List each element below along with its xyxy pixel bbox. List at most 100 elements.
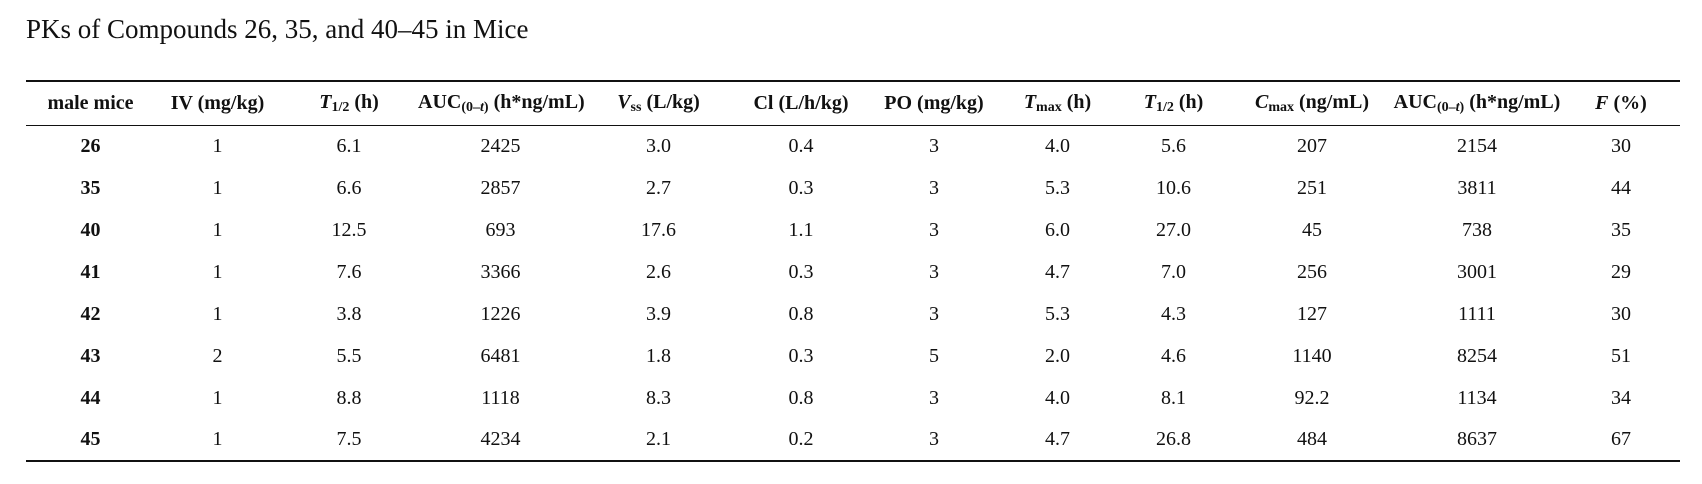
value-cell: 8637 [1457,428,1497,450]
value-cell: 3.0 [646,134,671,157]
value-cell: 2857 [480,176,521,199]
header-text: (0– [1436,99,1456,115]
value-cell: 8.1 [1161,386,1186,409]
value-cell: 251 [1297,176,1327,199]
value-cell: 6.0 [1045,218,1070,241]
value-cell: 207 [1297,134,1327,157]
value-cell: 0.2 [788,428,814,450]
value-cell: 2 [212,344,223,367]
value-cell: 693 [485,218,516,241]
value-cell: 3 [929,428,939,450]
value-cell: 3366 [480,260,521,283]
compound-cell: 26 [80,134,101,157]
value-cell: 7.0 [1161,260,1186,283]
value-cell: 35 [1611,218,1631,241]
subscript: (0– [461,100,480,115]
subscript: ) [1460,100,1465,115]
value-cell: 30 [1611,134,1631,157]
value-cell: 738 [1462,218,1492,241]
column-header: Cl (L/h/kg) [734,81,868,125]
value-cell: 4.0 [1045,386,1070,409]
value-cell: 34 [1611,386,1631,409]
compound-cell: 41 [80,260,101,283]
value-cell: 7.5 [336,428,362,450]
value-cell: 3.9 [646,302,671,325]
header-text: Cl (L/h/kg) [753,91,849,114]
column-header: PO (mg/kg) [868,81,1000,125]
value-cell: 2154 [1457,134,1497,157]
subscript: max [1268,100,1294,115]
value-cell: 67 [1611,428,1631,450]
subscript: max [1036,100,1062,115]
value-cell: 4.3 [1161,302,1186,325]
value-cell: 5.3 [1045,302,1070,325]
italic: T [1024,91,1036,113]
italic: t [1456,100,1460,115]
header-text: 1/2 [1155,99,1174,115]
value-cell: 3 [929,386,939,409]
header-text: ) [483,99,489,115]
column-header: Tmax (h) [1000,81,1115,125]
header-text: V [617,90,631,113]
subscript: 1/2 [1156,100,1174,115]
column-header: male mice [26,81,155,125]
header-text: (%) [1608,91,1647,114]
table-row: 35 1 6.6 2857 2.7 0.3 3 5.3 10.6 251 3811 44 [26,167,1680,209]
subscript: ) [484,100,489,115]
header-text: F [1595,91,1609,114]
column-header: T1/2 (h) [1115,81,1232,125]
value-cell: 2.6 [646,260,671,283]
header-text: PO (mg/kg) [884,91,984,114]
value-cell: 3811 [1457,176,1497,199]
header-text: (h) [1173,90,1204,113]
compound-cell: 40 [80,218,101,241]
italic: t [480,100,484,115]
header-text: 1/2 [331,99,350,115]
value-cell: 27.0 [1156,218,1191,241]
value-cell: 51 [1611,344,1631,367]
value-cell: 17.6 [641,218,676,241]
value-cell: 0.8 [788,302,814,325]
header-text: t [1455,99,1460,115]
header-text: T [1023,90,1037,113]
table-row: 45 1 7.5 4234 2.1 0.2 3 4.7 26.8 484 8637 67 [26,419,1680,461]
header-text: ss [630,99,642,115]
value-cell: 0.3 [788,260,814,283]
value-cell: 1.1 [788,218,814,241]
column-header: AUC(0–t) (h*ng/mL) [1392,81,1562,125]
header-text: (h*ng/mL) [488,90,585,113]
value-cell: 2425 [480,134,521,157]
value-cell: 3001 [1457,260,1497,283]
value-cell: 3 [929,302,939,325]
value-cell: 0.3 [788,176,814,199]
header-text: T [1143,90,1156,113]
value-cell: 1111 [1458,302,1496,325]
header-text: ) [1459,99,1465,115]
value-cell: 3 [929,260,939,283]
header-text: IV (mg/kg) [170,91,265,114]
value-cell: 1 [212,386,223,409]
value-cell: 3 [929,134,939,157]
value-cell: 8.8 [336,386,362,409]
header-text: (ng/mL) [1294,90,1369,113]
header-text: max [1268,99,1294,115]
value-cell: 1226 [480,302,521,325]
value-cell: 26.8 [1156,428,1191,450]
value-cell: 5.6 [1161,134,1186,157]
value-cell: 1 [212,134,223,157]
header-text: AUC [1393,90,1437,113]
value-cell: 4234 [480,428,521,450]
subscript: t [480,100,484,115]
italic: T [319,91,331,113]
value-cell: 1 [212,218,223,241]
table-row: 42 1 3.8 1226 3.9 0.8 3 5.3 4.3 127 1111 30 [26,293,1680,335]
value-cell: 44 [1611,176,1631,199]
pk-table: male mice IV (mg/kg) T1/2 (h) AUC(0–t) (h*n… [26,80,1680,462]
header-row: male mice IV (mg/kg) T1/2 (h) AUC(0–t) (h*n… [26,81,1680,125]
value-cell: 3 [929,218,939,241]
header-text: t [480,99,484,115]
header-text: max [1036,99,1062,115]
table-row: 43 2 5.5 6481 1.8 0.3 5 2.0 4.6 1140 8254 51 [26,335,1680,377]
value-cell: 12.5 [331,218,367,241]
column-header: F (%) [1562,81,1680,125]
